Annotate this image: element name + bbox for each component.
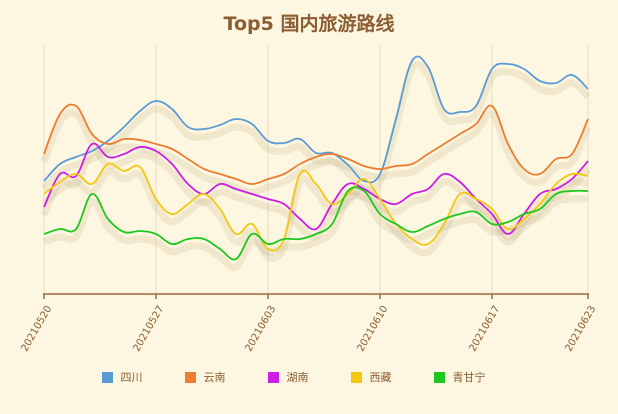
legend-swatch-icon [350, 371, 362, 383]
legend-swatch-icon [433, 371, 445, 383]
legend-swatch-icon [101, 371, 113, 383]
legend-label: 青甘宁 [452, 371, 486, 384]
legend-item[interactable]: 四川 [101, 369, 185, 385]
vertical-gridlines [43, 45, 589, 294]
legend-item[interactable]: 西藏 [350, 369, 434, 385]
legend-swatch-icon [184, 371, 196, 383]
series-line-青甘宁[interactable] [43, 186, 589, 261]
x-axis-ticks [43, 294, 589, 299]
legend-item[interactable]: 青甘宁 [433, 369, 517, 385]
legend-swatch-icon [267, 371, 279, 383]
series-line-西藏[interactable] [43, 162, 589, 252]
series-line-湖南[interactable] [43, 142, 589, 235]
legend-label: 湖南 [286, 371, 309, 384]
series-line-云南[interactable] [43, 103, 589, 185]
legend-label: 四川 [120, 371, 143, 384]
chart-title: Top5 国内旅游路线 [223, 13, 395, 35]
legend-label: 西藏 [369, 371, 392, 384]
series-line-四川[interactable] [43, 55, 589, 184]
legend-item[interactable]: 云南 [184, 369, 268, 385]
legend-item[interactable]: 湖南 [267, 369, 351, 385]
series-lines [40, 55, 592, 271]
legend-label: 云南 [203, 371, 226, 384]
chart-legend: 四川 云南 湖南 西藏 青甘宁 [0, 369, 618, 385]
